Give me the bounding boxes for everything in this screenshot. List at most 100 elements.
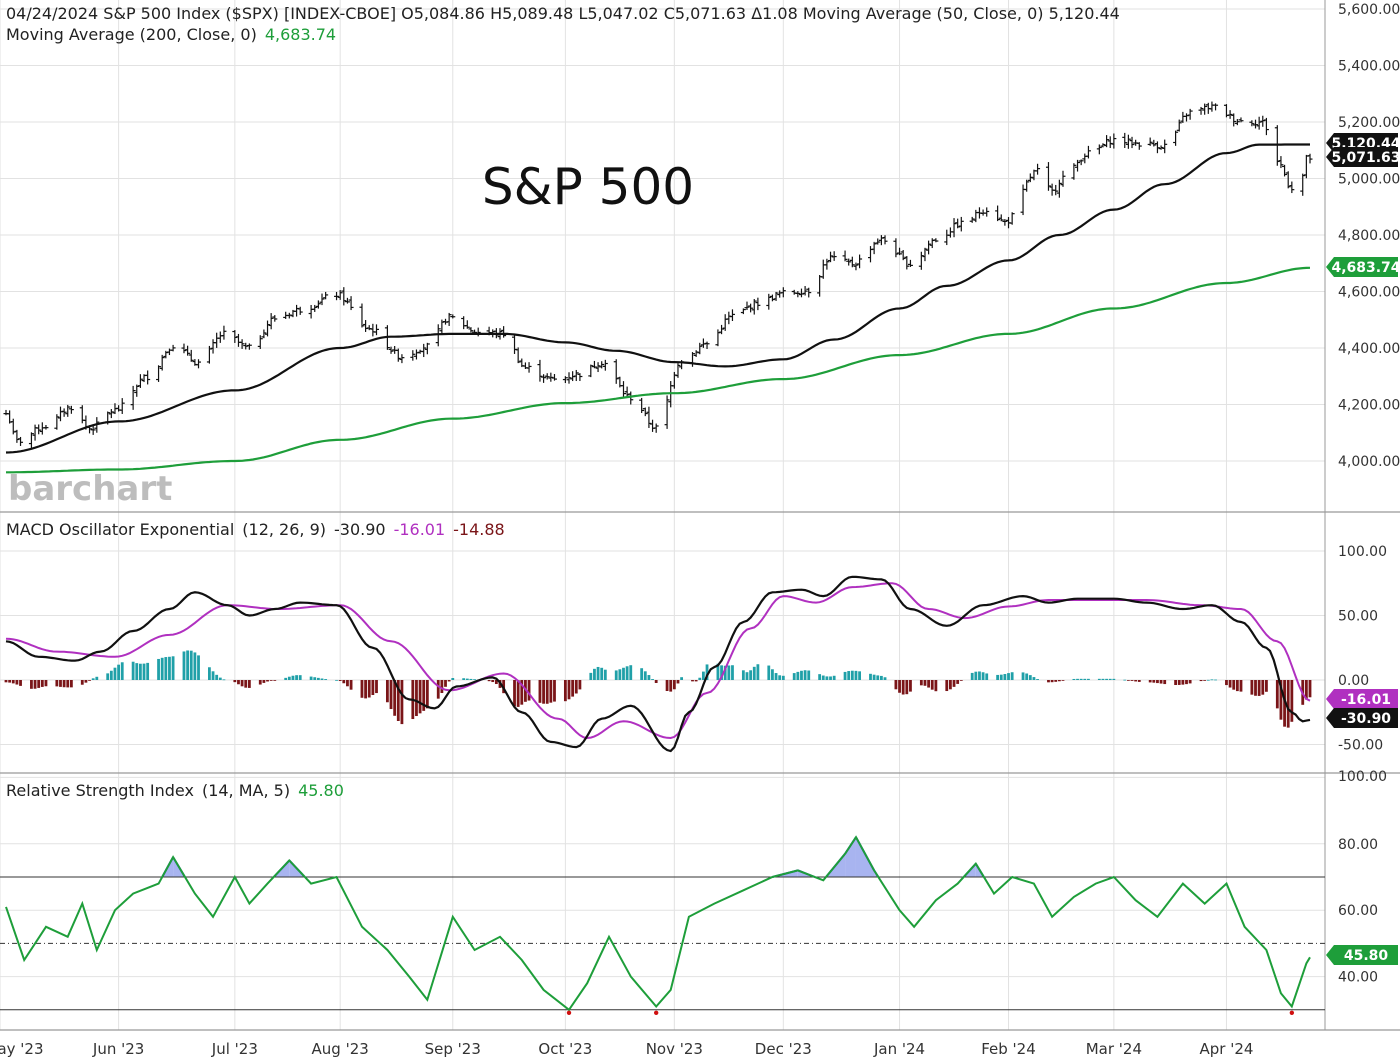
price-bar: [766, 293, 772, 310]
macd-hist-bar: [1304, 680, 1308, 700]
macd-hist-bar: [309, 676, 313, 680]
macd-hist-bar: [603, 669, 607, 680]
price-bar: [196, 359, 202, 369]
macd-hist-bar: [702, 671, 705, 680]
macd-hist-bar: [553, 680, 556, 702]
price-bar: [922, 247, 928, 262]
macd-hist-bar: [367, 680, 371, 698]
rsi-name: Relative Strength Index: [6, 781, 194, 800]
macd-hist-bar: [974, 671, 978, 680]
rsi-badge-text: 45.80: [1344, 948, 1389, 964]
price-bar: [748, 303, 754, 313]
macd-hist-bar: [1206, 679, 1210, 681]
macd-hist-bar: [1137, 680, 1141, 682]
price-bar: [573, 369, 579, 382]
price-bar: [1198, 106, 1204, 115]
price-bar: [36, 424, 42, 435]
macd-hist-bar: [258, 680, 262, 685]
macd-hist-bar: [1079, 678, 1083, 680]
macd-hist-bar: [287, 676, 291, 680]
price-bar: [1122, 132, 1128, 148]
price-bar: [562, 376, 568, 384]
signal-badge: -16.01: [1326, 689, 1398, 709]
macd-hist-bar: [1003, 674, 1007, 680]
price-bar: [501, 326, 507, 338]
price-bar: [461, 316, 467, 330]
macd-hist-bar: [393, 680, 397, 716]
price-bar: [410, 350, 416, 361]
macd-hist-bar: [952, 680, 956, 687]
macd-hist-bar: [919, 680, 923, 686]
price-bar: [599, 361, 605, 369]
price-bar: [108, 409, 114, 419]
x-tick-label-2: Aug '23: [312, 1040, 369, 1058]
macd-hist-bar: [469, 678, 473, 680]
macd-hist-bar: [1188, 680, 1192, 684]
macd-hist-bar: [545, 680, 549, 704]
price-bar: [755, 297, 761, 311]
macd-hist-bar: [629, 665, 633, 680]
macd-hist-bar: [1126, 680, 1130, 681]
price-bar: [900, 250, 906, 261]
rsi-params: (14, MA, 5): [202, 781, 290, 800]
price-bar: [853, 262, 859, 271]
macd-hist-bar: [643, 671, 647, 680]
header-ma200-label: Moving Average (200, Close, 0): [6, 25, 257, 44]
price-bar: [319, 293, 325, 306]
price-bar: [265, 320, 271, 337]
price-bar: [1162, 139, 1168, 154]
macd-hist-bar: [1308, 680, 1312, 698]
macd-hist-bar: [1185, 680, 1188, 685]
price-bar: [969, 216, 975, 223]
price-bar: [751, 299, 757, 315]
macd-params: (12, 26, 9): [242, 520, 326, 539]
macd-hist-bar: [1181, 680, 1185, 685]
macd-hist-bar: [1054, 680, 1058, 682]
macd-hist-bar: [160, 657, 164, 680]
macd-hist-bar: [876, 675, 880, 680]
rsi-panel: Relative Strength Index (14, MA, 5) 45.80: [0, 781, 1325, 1015]
macd-hist-bar: [1228, 680, 1232, 688]
price-bar: [1056, 179, 1062, 198]
macd-histogram: [4, 650, 1312, 728]
macd-hist-bar: [1254, 680, 1257, 696]
macd-hist-bar: [1163, 680, 1167, 685]
macd-hist-bar: [596, 666, 600, 680]
macd-hist-bar: [1050, 680, 1054, 683]
price-bar: [1151, 139, 1157, 147]
price-bar: [39, 422, 45, 435]
macd-hist-bar: [218, 677, 222, 680]
price-bar: [831, 251, 837, 261]
price-bar: [312, 304, 318, 312]
price-bar: [1136, 142, 1142, 150]
macd-hist-bar: [1261, 680, 1265, 695]
header-line1: 04/24/2024 S&P 500 Index ($SPX) [INDEX-C…: [6, 4, 1120, 23]
price-bar: [464, 320, 470, 329]
macd-hist-bar: [1290, 680, 1294, 722]
macd-hist-bar: [1214, 679, 1217, 681]
price-bar: [1187, 108, 1193, 120]
macd-hist-bar: [771, 669, 774, 680]
price-bar: [1104, 135, 1110, 148]
macd-hist-bar: [69, 680, 73, 688]
macd-hist-bar: [491, 680, 495, 683]
macd-hist-bar: [418, 680, 422, 714]
price-bar: [613, 359, 619, 384]
price-bar: [268, 313, 274, 330]
price-bar: [1035, 163, 1041, 175]
macd-hist-bar: [451, 678, 455, 680]
price-bar: [904, 256, 910, 270]
macd-value-hist: -14.88: [453, 520, 505, 539]
macd-hist-bar: [1083, 678, 1087, 680]
macd-hist-bar: [934, 680, 938, 692]
price-bar: [1176, 119, 1182, 132]
price-bar: [1045, 162, 1051, 191]
macd-hist-bar: [400, 680, 404, 725]
macd-hist-bar: [781, 675, 785, 680]
price-bar: [769, 294, 775, 302]
macd-badge-text: -30.90: [1341, 711, 1391, 727]
macd-hist-bar: [723, 665, 727, 680]
price-bar: [1071, 163, 1077, 180]
macd-hist-bar: [320, 678, 324, 680]
